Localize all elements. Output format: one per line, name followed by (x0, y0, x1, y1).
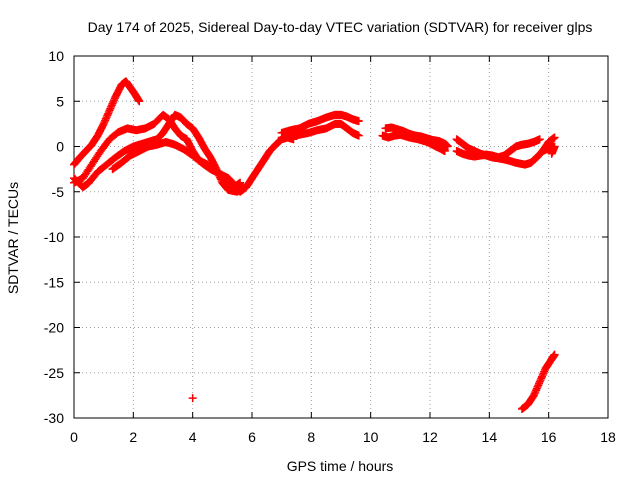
series-arc-h (378, 130, 449, 156)
series-arc-a (70, 77, 144, 169)
x-tick-label: 14 (482, 429, 498, 445)
y-tick-label: 0 (56, 139, 64, 155)
y-tick-label: 10 (48, 48, 64, 64)
data-point (550, 350, 559, 359)
series-isolated (188, 394, 197, 403)
series-arc-k (538, 142, 559, 158)
y-tick-label: -15 (44, 274, 64, 290)
y-tick-label: -25 (44, 365, 64, 381)
x-tick-label: 16 (541, 429, 557, 445)
axis-ticks: 0 2 4 6 8 10 12 14 16 18 -30 -25 -20 -15 -10 -5 0 5 10 (44, 48, 616, 445)
x-axis-label: GPS time / hours (287, 458, 394, 474)
data-point (535, 135, 544, 144)
x-tick-label: 0 (70, 429, 78, 445)
x-tick-label: 6 (248, 429, 256, 445)
data-point (550, 133, 559, 142)
data-point (354, 131, 363, 140)
data-point (443, 142, 452, 151)
x-tick-label: 8 (307, 429, 315, 445)
data-point (354, 117, 363, 126)
data-point (135, 97, 144, 106)
y-axis-label: SDTVAR / TECUs (5, 182, 21, 294)
x-tick-label: 12 (422, 429, 438, 445)
y-tick-label: 5 (56, 93, 64, 109)
chart-title: Day 174 of 2025, Sidereal Day-to-day VTE… (88, 19, 593, 35)
series-arc-l (517, 350, 559, 413)
y-tick-label: -5 (52, 184, 65, 200)
y-tick-label: -20 (44, 320, 64, 336)
x-tick-label: 18 (600, 429, 616, 445)
data-points (70, 77, 559, 413)
x-tick-label: 4 (189, 429, 197, 445)
y-tick-label: -30 (44, 410, 64, 426)
series-arc-f (277, 119, 363, 142)
data-point (547, 149, 556, 158)
x-tick-label: 10 (363, 429, 379, 445)
y-tick-label: -10 (44, 229, 64, 245)
data-point (440, 147, 449, 156)
series-arc-j (452, 135, 544, 162)
data-point (188, 394, 197, 403)
x-tick-label: 2 (129, 429, 137, 445)
